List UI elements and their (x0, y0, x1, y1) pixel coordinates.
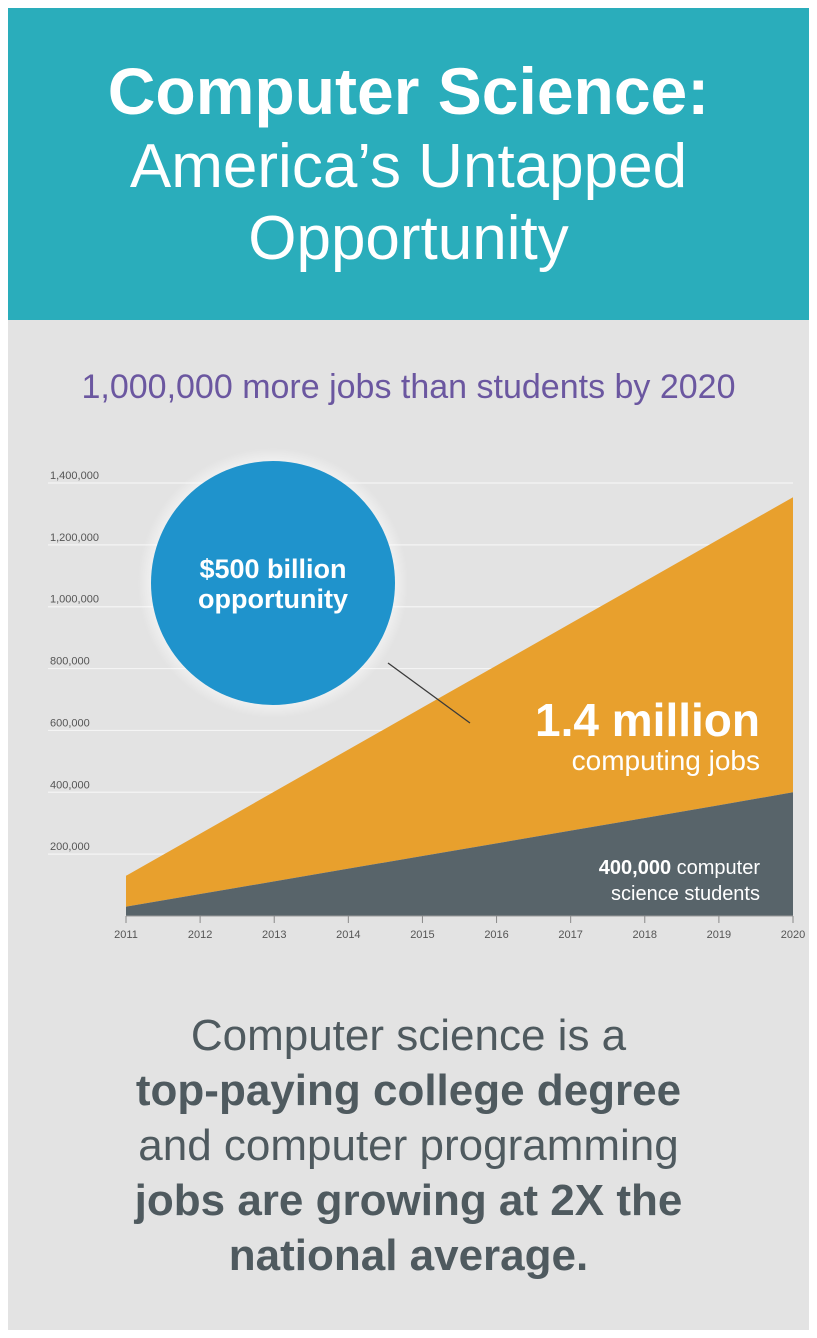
y-tick-label: 1,400,000 (50, 470, 99, 482)
x-tick-label: 2013 (262, 929, 286, 941)
title-line-1: Computer Science: (107, 54, 710, 128)
footer-line-5: national average. (228, 1231, 589, 1280)
jobs-annotation-value: 1.4 million (535, 694, 760, 746)
x-tick-label: 2019 (707, 929, 731, 941)
bubble-leader-line (387, 662, 471, 724)
students-annotation-value: 400,000 (599, 857, 671, 879)
x-tick-label: 2011 (114, 929, 138, 941)
x-tick-label: 2014 (336, 929, 360, 941)
header-banner: Computer Science: America’s Untapped Opp… (8, 8, 809, 320)
jobs-annotation-label: computing jobs (572, 745, 760, 776)
footer-line-2: top-paying college degree (135, 1066, 682, 1115)
title-line-2: America’s Untapped (129, 132, 688, 201)
y-tick-label: 200,000 (50, 841, 90, 853)
opportunity-bubble (151, 461, 395, 705)
footer-line-3: and computer programming (138, 1121, 679, 1170)
chart-subheading: 1,000,000 more jobs than students by 202… (81, 368, 736, 406)
bubble-label-line-2: opportunity (198, 584, 348, 614)
bubble-label-line-1: $500 billion (199, 554, 346, 584)
y-tick-label: 1,000,000 (50, 594, 99, 606)
students-annotation-line-1: 400,000 computer (599, 857, 761, 879)
y-tick-label: 600,000 (50, 717, 90, 729)
x-tick-label: 2015 (410, 929, 434, 941)
y-tick-label: 400,000 (50, 779, 90, 791)
x-tick-label: 2017 (558, 929, 582, 941)
footer-line-4: jobs are growing at 2X the (134, 1176, 683, 1225)
y-tick-label: 1,200,000 (50, 532, 99, 544)
x-tick-label: 2020 (781, 929, 805, 941)
footer-statement: Computer science is a top-paying college… (8, 1008, 809, 1283)
title-line-3: Opportunity (248, 204, 569, 273)
x-tick-label: 2018 (633, 929, 657, 941)
x-tick-label: 2012 (188, 929, 212, 941)
y-tick-label: 800,000 (50, 656, 90, 668)
x-tick-label: 2016 (484, 929, 508, 941)
cs-students-area (126, 792, 793, 916)
computing-jobs-area (126, 497, 793, 907)
footer-line-1: Computer science is a (190, 1011, 627, 1060)
students-annotation-rest: computer (671, 857, 760, 879)
infographic: Computer Science: America’s Untapped Opp… (8, 8, 809, 1330)
area-chart: 200,000 400,000 600,000 800,000 1,000,000 1,2… (48, 448, 805, 941)
students-annotation-line-2: science students (611, 883, 760, 905)
